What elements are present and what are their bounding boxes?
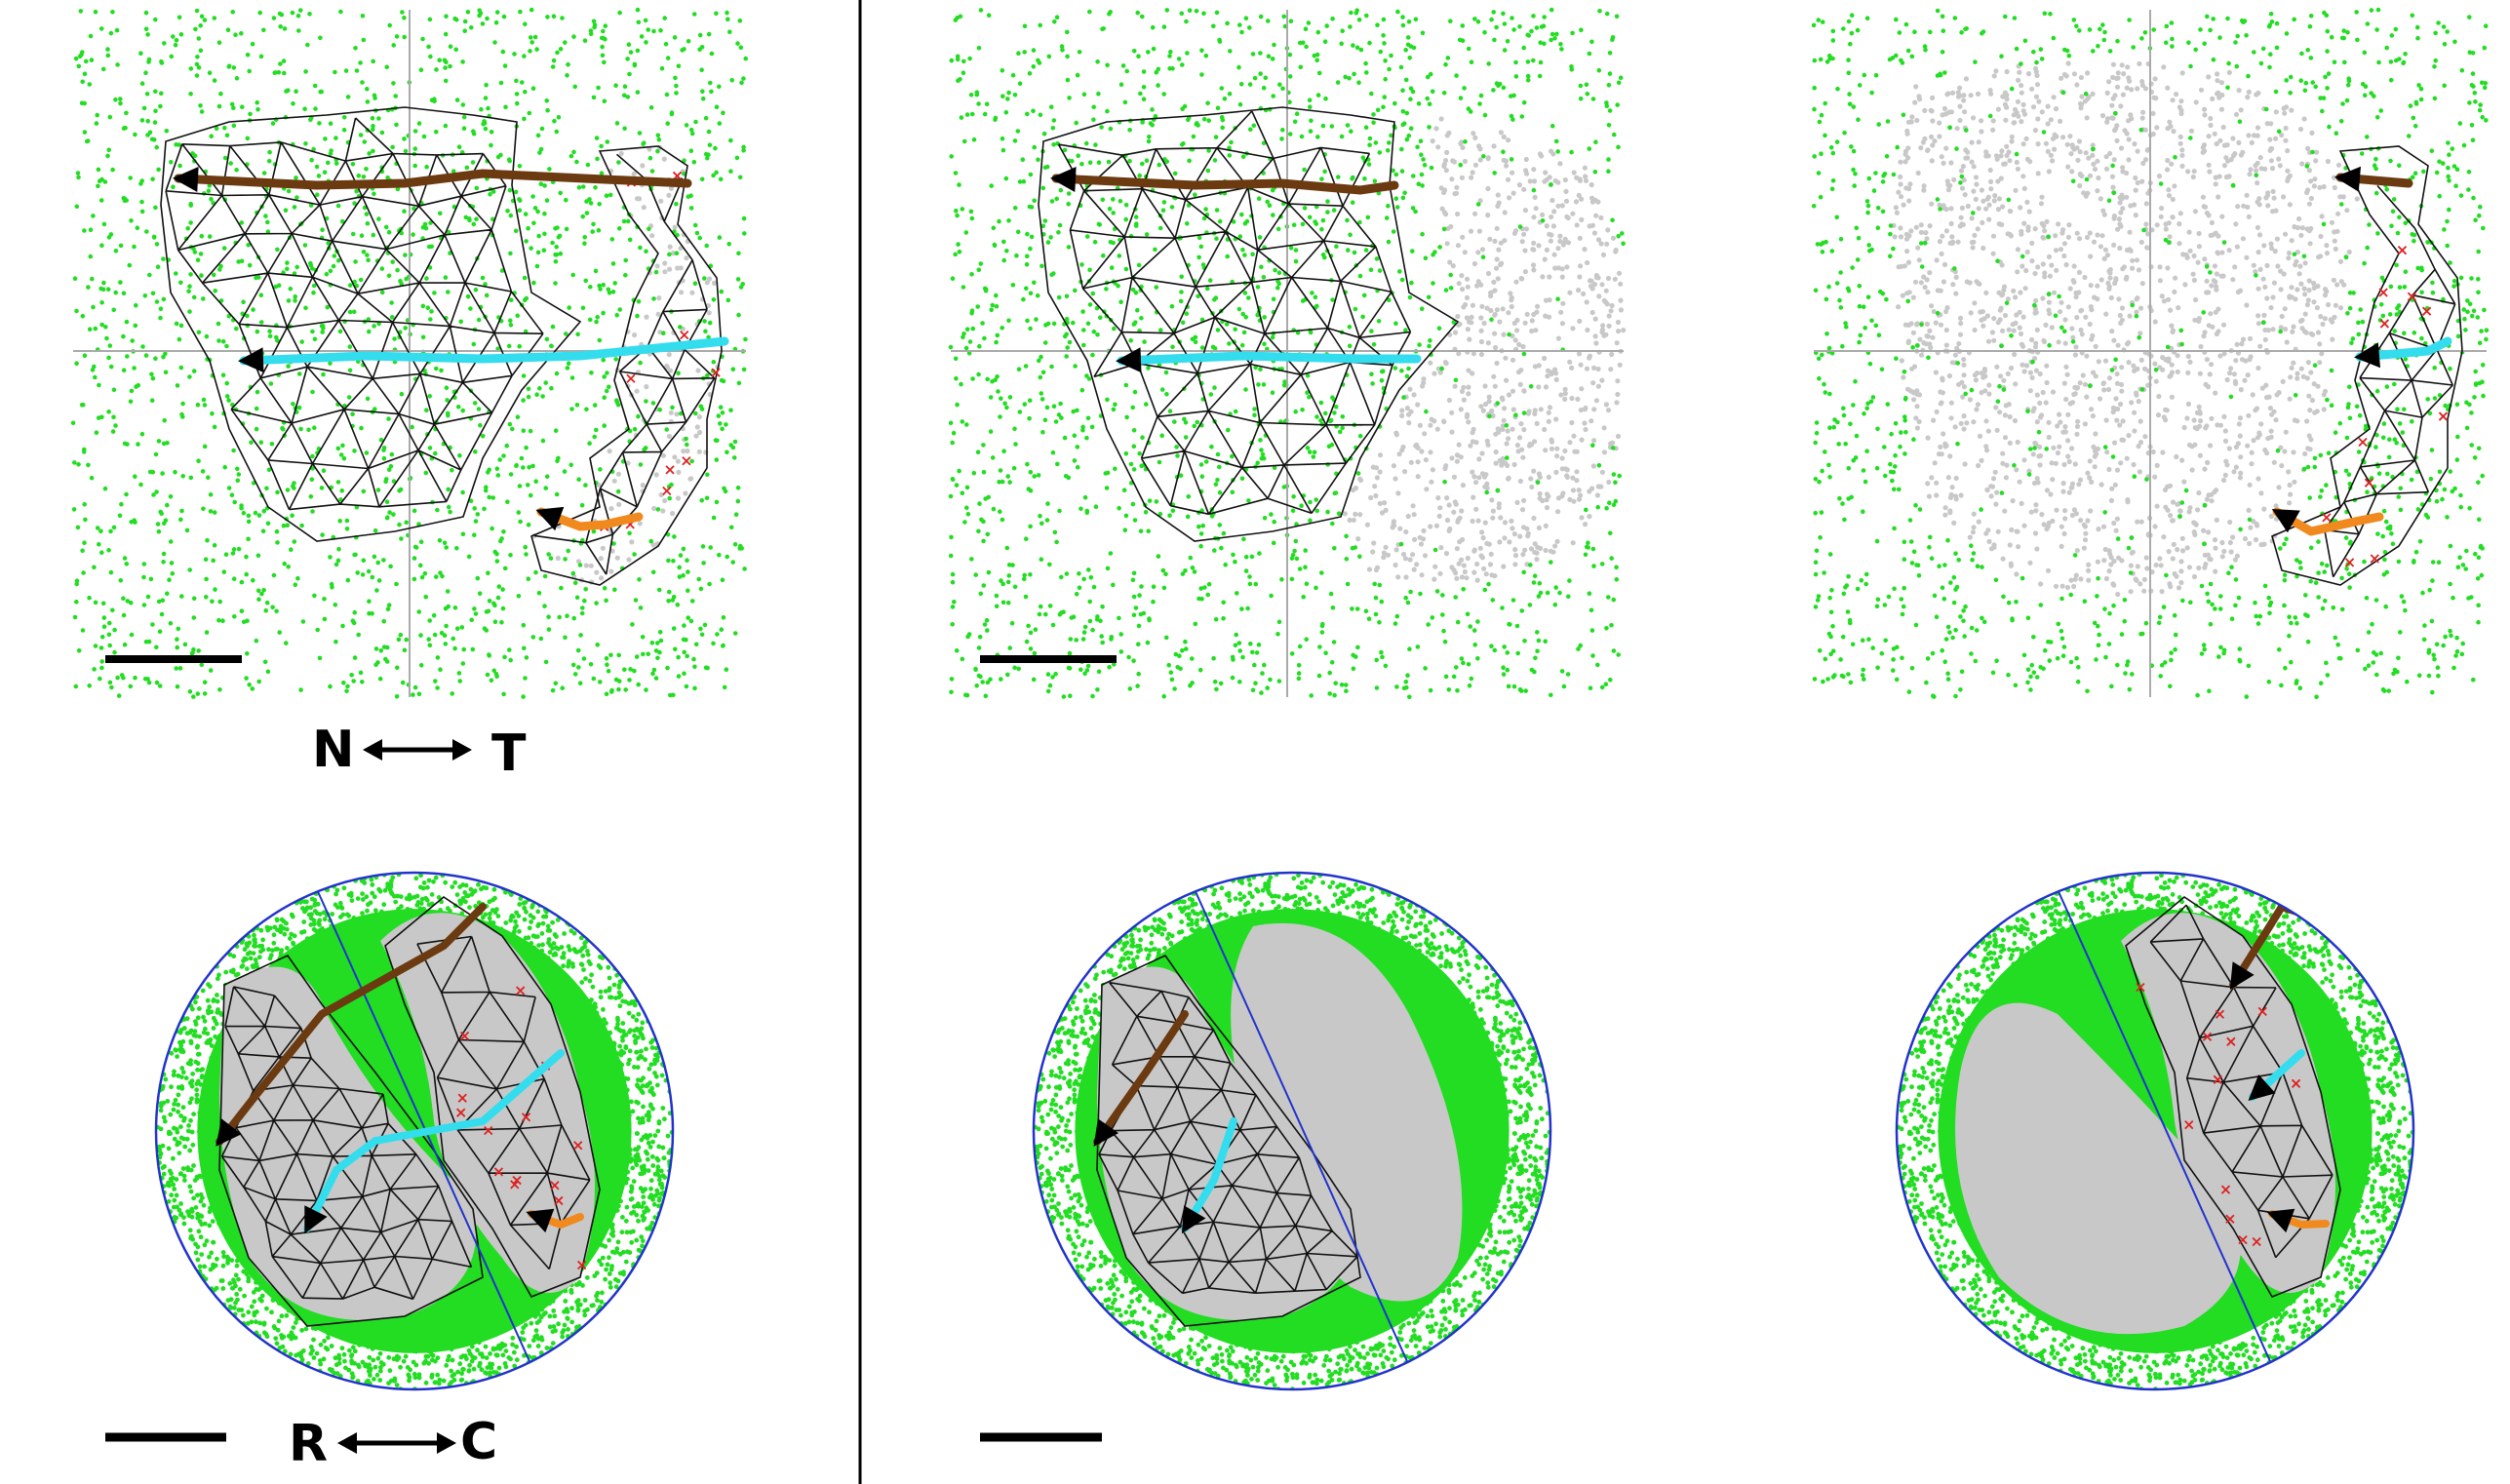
field-points — [1811, 7, 2490, 700]
arrowhead-icon — [1050, 167, 1077, 192]
retina-disc-panel-3 — [1895, 871, 2415, 1391]
path-top — [216, 903, 487, 1146]
arrowhead-icon — [238, 347, 264, 373]
path-low — [2272, 507, 2384, 536]
temporal-mesh — [2271, 145, 2463, 586]
arrowhead-icon — [2229, 961, 2255, 991]
arrowhead-icon — [173, 167, 199, 192]
arrowhead-icon — [304, 1205, 328, 1234]
field-points — [948, 7, 1626, 700]
disc-outline — [1032, 871, 1552, 1391]
path-top — [1093, 1010, 1189, 1146]
path-top — [1051, 174, 1399, 195]
arrowhead-icon — [535, 506, 565, 531]
path-mid — [2355, 336, 2452, 362]
label-caudal: C — [460, 1413, 497, 1471]
unmatched-crosses — [2136, 982, 2301, 1247]
arrowhead-icon — [1181, 1205, 1206, 1234]
disc-outline — [154, 871, 675, 1391]
unmapped-points — [1342, 116, 1627, 583]
retina-disc-panel-2 — [1032, 871, 1552, 1391]
visual-field-panel-2 — [948, 7, 1627, 700]
visual-field-panel-1 — [70, 7, 748, 699]
visual-field-panel-3 — [1811, 7, 2490, 700]
temporal-lobe — [2121, 913, 2335, 1293]
arrowhead-icon — [1093, 1118, 1119, 1147]
double-arrow-icon — [337, 1432, 456, 1454]
arrowhead-icon — [526, 1208, 555, 1233]
arrowhead-icon — [2248, 1074, 2276, 1101]
field-points — [70, 7, 748, 699]
disc-divider-line — [2047, 873, 2293, 1389]
retina-disc-panel-1 — [154, 871, 675, 1391]
orientation-label-nt: N T — [312, 721, 527, 783]
double-arrow-icon — [363, 739, 472, 761]
disc-outline — [1895, 871, 2415, 1391]
unmatched-crosses — [2322, 246, 2449, 567]
unmapped-lobe — [1955, 1002, 2241, 1335]
arrowhead-icon — [2271, 509, 2300, 533]
arrowhead-icon — [2354, 342, 2380, 369]
label-temporal: T — [491, 724, 527, 783]
arrowhead-icon — [2266, 1208, 2295, 1233]
temporal-mesh — [530, 145, 723, 586]
arrowhead-icon — [1116, 347, 1142, 373]
disc-divider-line — [1184, 873, 1430, 1389]
nasal-mesh — [218, 954, 484, 1327]
path-top — [174, 169, 692, 190]
unmapped-points — [1891, 60, 2360, 598]
label-nasal: N — [312, 721, 355, 779]
path-mid — [303, 1049, 565, 1232]
path-low — [536, 507, 644, 531]
orientation-label-rc: R C — [289, 1413, 497, 1473]
arrowhead-icon — [216, 1118, 242, 1147]
unmapped-lobe — [1231, 922, 1463, 1302]
path-mid — [1117, 351, 1422, 366]
temporal-mesh — [2125, 896, 2341, 1299]
path-mid — [239, 336, 729, 366]
label-rostral: R — [289, 1415, 328, 1473]
arrowhead-icon — [2334, 166, 2361, 192]
temporal-lobe — [380, 913, 595, 1293]
disc-divider-line — [306, 873, 552, 1389]
